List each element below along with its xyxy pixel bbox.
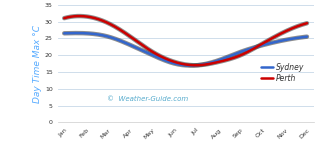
Perth (194, 64, 198, 66)
Sydney (305, 36, 309, 38)
Sydney (188, 65, 192, 67)
Perth (284, 30, 288, 32)
Perth (208, 63, 212, 65)
Sydney (208, 62, 212, 64)
Perth (268, 38, 272, 40)
Perth (208, 63, 212, 65)
Sydney (268, 42, 272, 44)
Perth (62, 17, 66, 19)
Perth (305, 22, 309, 24)
Sydney (212, 61, 216, 62)
Line: Perth: Perth (64, 16, 307, 65)
Sydney (208, 62, 212, 64)
Perth (78, 15, 82, 17)
Sydney (284, 39, 288, 41)
Perth (212, 62, 216, 64)
Text: ©  Weather-Guide.com: © Weather-Guide.com (107, 96, 188, 102)
Sydney (62, 32, 66, 34)
Line: Sydney: Sydney (64, 33, 307, 66)
Y-axis label: Day Time Max °C: Day Time Max °C (33, 25, 42, 103)
Perth (63, 17, 67, 19)
Sydney (63, 32, 67, 34)
Sydney (75, 32, 78, 34)
Legend: Sydney, Perth: Sydney, Perth (258, 60, 307, 86)
